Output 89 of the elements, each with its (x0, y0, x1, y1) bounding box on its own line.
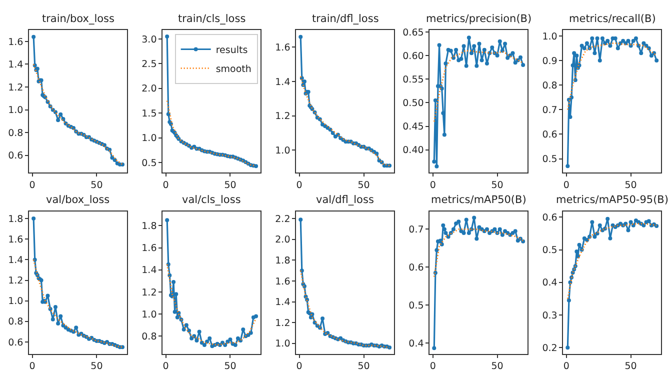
y-tick-label: 1.2 (8, 82, 24, 94)
y-tick-label: 0.6 (542, 130, 558, 141)
y-tick-label: 1.0 (275, 146, 290, 157)
y-tick-label: 0.6 (8, 150, 24, 162)
y-tick-label: 1.4 (275, 76, 290, 88)
y-tick-label: 1.4 (8, 60, 24, 71)
y-tick-label: 1.0 (142, 309, 157, 320)
chart-title: val/box_loss (46, 194, 110, 206)
y-tick-label: 1.4 (275, 297, 290, 308)
chart-title: metrics/mAP50-95(B) (556, 194, 668, 206)
chart-title: train/dfl_loss (312, 13, 379, 25)
x-tick-label: 0 (296, 361, 302, 372)
x-tick-label: 0 (29, 180, 36, 191)
x-tick-label: 0 (162, 361, 169, 372)
x-tick-label: 50 (491, 180, 504, 191)
x-tick-label: 0 (430, 361, 436, 372)
y-tick-label: 0.7 (542, 104, 558, 116)
y-tick-label: 3.0 (142, 34, 157, 46)
y-tick-label: 0.60 (402, 50, 424, 62)
x-tick-label: 50 (224, 361, 236, 372)
y-tick-label: 1.2 (142, 287, 157, 298)
y-tick-label: 0.55 (402, 74, 424, 86)
y-tick-label: 0.5 (542, 154, 558, 166)
x-tick-label: 0 (162, 180, 169, 191)
y-tick-label: 0.8 (8, 128, 24, 139)
y-tick-label: 0.3 (542, 310, 558, 322)
x-tick-label: 50 (358, 180, 370, 191)
y-tick-label: 0.5 (142, 158, 157, 169)
y-tick-label: 2.0 (142, 84, 157, 95)
y-tick-label: 1.8 (142, 221, 157, 232)
y-tick-label: 0.7 (408, 224, 424, 236)
x-tick-label: 50 (358, 361, 370, 372)
x-tick-label: 50 (491, 361, 504, 372)
y-tick-label: 1.0 (275, 338, 290, 350)
x-tick-label: 0 (29, 361, 36, 372)
legend-label: smooth (216, 64, 252, 75)
y-tick-label: 0.8 (8, 316, 24, 328)
y-tick-label: 0.5 (542, 245, 558, 256)
y-tick-label: 1.4 (142, 265, 157, 276)
y-tick-label: 1.6 (142, 243, 157, 254)
y-tick-label: 0.8 (142, 331, 157, 342)
y-tick-label: 1.4 (8, 255, 24, 266)
x-tick-label: 50 (624, 361, 637, 372)
y-tick-label: 2.0 (275, 234, 290, 246)
y-tick-label: 0.6 (408, 262, 424, 274)
y-tick-label: 2.2 (275, 214, 290, 225)
y-tick-label: 0.50 (402, 98, 424, 110)
x-tick-label: 50 (90, 180, 103, 191)
y-tick-label: 1.0 (8, 105, 24, 116)
y-tick-label: 1.0 (8, 296, 24, 308)
y-tick-label: 1.5 (142, 108, 157, 120)
y-tick-label: 0.6 (8, 337, 24, 348)
y-tick-label: 0.8 (542, 80, 558, 92)
chart-title: val/dfl_loss (316, 194, 374, 206)
y-tick-label: 0.4 (408, 338, 424, 350)
x-tick-label: 50 (624, 180, 637, 191)
y-tick-label: 1.0 (142, 133, 157, 144)
y-tick-label: 1.6 (275, 276, 290, 288)
chart-title: metrics/mAP50(B) (431, 194, 526, 206)
y-tick-label: 0.6 (542, 212, 558, 224)
y-tick-label: 1.2 (275, 111, 290, 122)
y-tick-label: 1.8 (8, 214, 24, 225)
y-tick-label: 0.5 (408, 300, 424, 312)
y-tick-label: 1.6 (275, 42, 290, 54)
chart-title: val/cls_loss (182, 194, 241, 206)
chart-title: metrics/recall(B) (569, 13, 656, 25)
x-tick-label: 0 (430, 180, 436, 191)
chart-title: train/cls_loss (178, 13, 246, 25)
y-tick-label: 0.4 (542, 278, 558, 289)
x-tick-label: 0 (296, 180, 302, 191)
y-tick-label: 1.8 (275, 256, 290, 267)
y-tick-label: 1.0 (542, 31, 558, 42)
y-tick-label: 0.65 (402, 27, 424, 38)
y-tick-label: 1.2 (275, 318, 290, 329)
y-tick-label: 1.2 (8, 276, 24, 287)
y-tick-label: 0.40 (402, 145, 424, 156)
y-tick-label: 1.6 (8, 234, 24, 246)
chart-title: train/box_loss (42, 13, 114, 25)
y-tick-label: 1.6 (8, 36, 24, 48)
x-tick-label: 50 (90, 361, 103, 372)
y-tick-label: 2.5 (142, 59, 157, 70)
x-tick-label: 0 (563, 361, 570, 372)
legend-label: results (216, 44, 248, 56)
chart-title: metrics/precision(B) (426, 13, 532, 25)
x-tick-label: 0 (563, 180, 570, 191)
y-tick-label: 0.9 (542, 56, 558, 67)
y-tick-label: 0.45 (402, 122, 424, 133)
x-tick-label: 50 (224, 180, 236, 191)
y-tick-label: 0.2 (542, 342, 558, 354)
